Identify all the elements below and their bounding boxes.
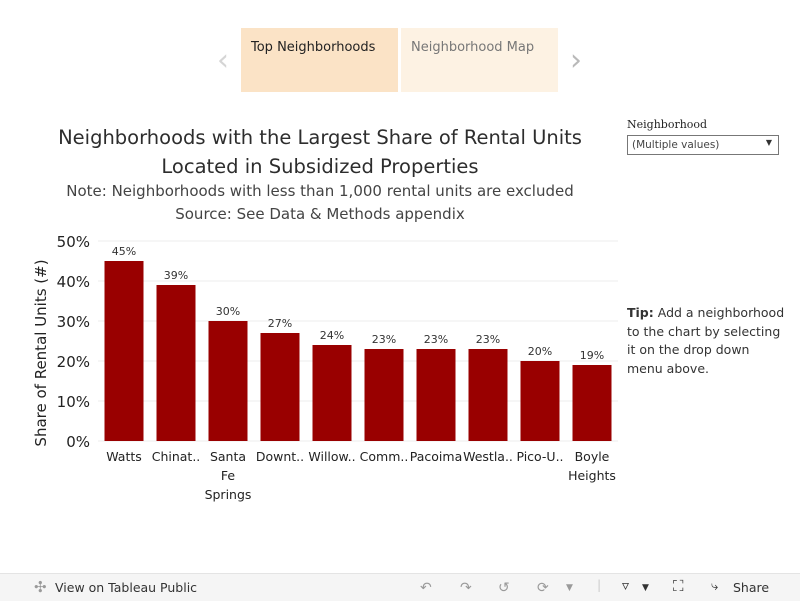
refresh-menu-chevron-down-icon[interactable]: ▼ (566, 583, 573, 593)
filter-label: Neighborhood (627, 118, 708, 131)
revert-icon[interactable]: ↺ (498, 580, 510, 596)
x-tick-label: Chinat.. (152, 449, 201, 464)
share-button[interactable]: Share (733, 580, 770, 595)
chart-source: Source: See Data & Methods appendix (175, 205, 465, 223)
bar-value-label: 30% (216, 305, 240, 318)
next-story-arrow-icon[interactable]: › (570, 43, 582, 78)
bar-value-label: 24% (320, 329, 344, 342)
redo-icon[interactable]: ↷ (460, 580, 472, 596)
bar[interactable] (520, 361, 560, 441)
x-tick-label: Westla.. (463, 449, 513, 464)
view-on-tableau-link[interactable]: View on Tableau Public (55, 580, 198, 595)
y-tick-label: 50% (57, 233, 90, 251)
download-menu-chevron-down-icon[interactable]: ▼ (642, 583, 649, 593)
bar-value-label: 19% (580, 349, 604, 362)
x-tick-label: Santa Fe Springs (205, 449, 252, 502)
x-tick-label: Pacoima (410, 449, 462, 464)
chart-title: Neighborhoods with the Largest Share of … (58, 126, 582, 178)
tableau-footer: ✣ View on Tableau Public ↶ ↷ ↺ ⟳ ▼ | ▿ ▼… (0, 573, 800, 601)
x-tick-label: Downt.. (256, 449, 304, 464)
download-icon[interactable]: ▿ (622, 578, 630, 594)
x-tick-label: Boyle Heights (568, 449, 616, 483)
y-tick-label: 30% (57, 313, 90, 331)
bar[interactable] (364, 349, 404, 441)
story-tab-neighborhood-map[interactable]: Neighborhood Map (401, 28, 558, 92)
chart-subtitle: Note: Neighborhoods with less than 1,000… (66, 182, 574, 200)
bar[interactable] (572, 365, 612, 441)
tableau-logo-icon: ✣ (34, 578, 47, 596)
footer-divider: | (597, 577, 602, 592)
bar[interactable] (208, 321, 248, 441)
x-tick-label: Pico-U.. (516, 449, 563, 464)
tip-text: Tip: Add a neighborhood to the chart by … (627, 304, 787, 378)
bar-value-label: 23% (372, 333, 396, 346)
previous-story-arrow-icon[interactable]: ‹ (217, 43, 229, 78)
share-icon[interactable]: ⤷ (711, 579, 719, 594)
y-tick-label: 0% (66, 433, 90, 451)
story-tab-label: Top Neighborhoods (251, 40, 376, 55)
x-tick-label: Willow.. (308, 449, 355, 464)
bar[interactable] (312, 345, 352, 441)
bar-chart: 0% 10% 20% 30% 40% 50% 45% 39% 30% 27% 24% 23% 23% 2… (32, 233, 618, 502)
bar-value-label: 23% (424, 333, 448, 346)
x-tick-label: Comm.. (360, 449, 409, 464)
x-tick-label: Watts (106, 449, 142, 464)
bar-value-label: 27% (268, 317, 292, 330)
story-tab-label: Neighborhood Map (411, 40, 535, 55)
bar-value-label: 23% (476, 333, 500, 346)
y-axis-label: Share of Rental Units (#) (32, 259, 50, 446)
bar[interactable] (104, 261, 144, 441)
bar[interactable] (156, 285, 196, 441)
bar-value-label: 45% (112, 245, 136, 258)
story-tab-top-neighborhoods[interactable]: Top Neighborhoods (241, 28, 398, 92)
bar[interactable] (468, 349, 508, 441)
y-tick-label: 20% (57, 353, 90, 371)
y-tick-label: 10% (57, 393, 90, 411)
dropdown-arrow-icon: ▼ (765, 138, 772, 147)
chart-notes: Note: Neighborhoods with less than 1,000… (20, 180, 620, 226)
neighborhood-filter-select[interactable]: (Multiple values) ▼ (627, 135, 779, 155)
tip-label: Tip: (627, 305, 654, 320)
bar[interactable] (260, 333, 300, 441)
y-tick-label: 40% (57, 273, 90, 291)
filter-value: (Multiple values) (632, 139, 720, 151)
refresh-icon[interactable]: ⟳ (537, 580, 549, 596)
undo-icon[interactable]: ↶ (420, 580, 432, 596)
fullscreen-icon[interactable]: ⛶ (673, 577, 684, 595)
bar-value-label: 39% (164, 269, 188, 282)
bar-value-label: 20% (528, 345, 552, 358)
bar[interactable] (416, 349, 456, 441)
tip-body: Add a neighborhood to the chart by selec… (627, 305, 785, 376)
